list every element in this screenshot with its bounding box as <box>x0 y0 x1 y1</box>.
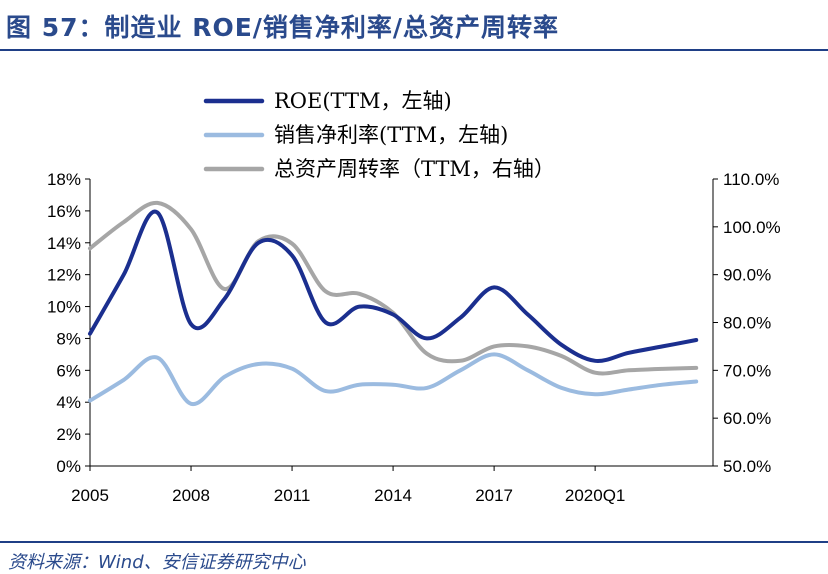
right-tick-label: 60.0% <box>723 409 771 428</box>
left-tick-label: 10% <box>47 298 81 317</box>
left-tick-label: 6% <box>56 361 81 380</box>
figure-title: 图 57：制造业 ROE/销售净利率/总资产周转率 <box>6 13 560 42</box>
x-tick-label: 2011 <box>274 486 311 505</box>
left-tick-label: 18% <box>47 170 81 189</box>
right-tick-label: 110.0% <box>723 170 779 189</box>
left-tick-label: 14% <box>47 234 81 253</box>
roe-series-line <box>88 209 699 363</box>
right-tick-label: 90.0% <box>723 266 771 285</box>
chart: 0% 2% 4% 6% 8% 10% 12% 14% 16% 18% 50.0% 60.0% 70.0%… <box>47 89 781 505</box>
left-tick-label: 2% <box>56 425 81 444</box>
legend-asset-turnover-label: 总资产周转率（TTM，右轴） <box>274 157 555 181</box>
right-tick-label: 50.0% <box>723 457 771 476</box>
legend-roe-label: ROE(TTM，左轴) <box>274 89 452 113</box>
x-tick-label: 2014 <box>374 486 412 505</box>
left-tick-label: 12% <box>47 266 81 285</box>
right-tick-label: 70.0% <box>723 361 771 380</box>
left-tick-label: 4% <box>56 393 81 412</box>
left-tick-label: 8% <box>56 329 81 348</box>
x-tick-label: 2008 <box>172 486 210 505</box>
right-tick-label: 100.0% <box>723 218 781 237</box>
right-tick-label: 80.0% <box>723 314 771 333</box>
left-tick-label: 16% <box>47 202 81 221</box>
left-tick-label: 0% <box>56 457 81 476</box>
net-margin-series-line <box>88 352 699 406</box>
legend-net-margin-label: 销售净利率(TTM，左轴) <box>274 123 508 147</box>
x-tick-label: 2017 <box>475 486 513 505</box>
x-tick-label: 2020Q1 <box>565 486 626 505</box>
source-note: 资料来源：Wind、安信证券研究中心 <box>8 552 306 573</box>
title-divider <box>0 49 828 51</box>
source-divider <box>0 541 828 543</box>
x-tick-label: 2005 <box>71 486 109 505</box>
